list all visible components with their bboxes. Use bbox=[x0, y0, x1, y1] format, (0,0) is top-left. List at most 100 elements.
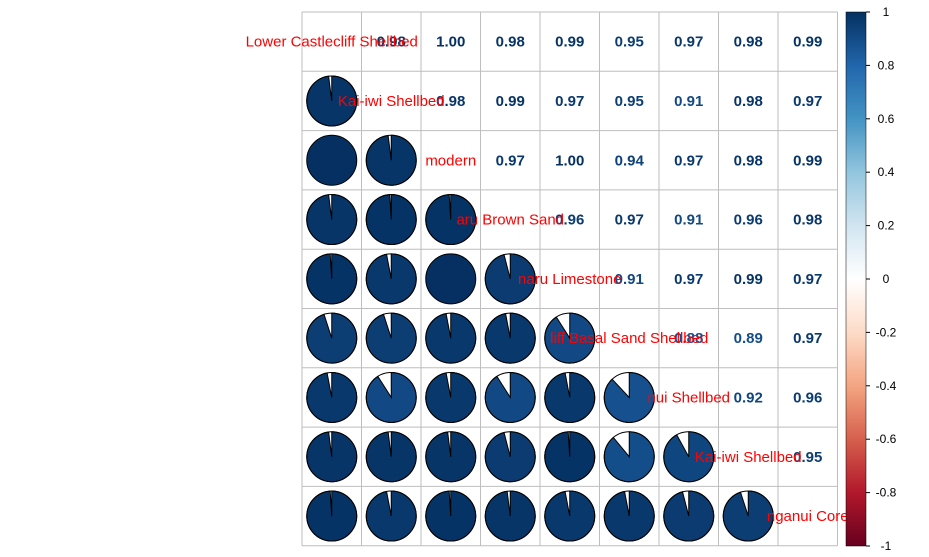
coefficient-label: 0.98 bbox=[734, 93, 763, 110]
pie-mark bbox=[306, 75, 358, 127]
coefficient-label: 0.96 bbox=[555, 212, 584, 229]
pie-outline bbox=[484, 371, 536, 423]
variable-label: Lower Castlecliff Shellbed bbox=[246, 34, 418, 51]
coefficient-label: 0.99 bbox=[734, 271, 763, 288]
pie-outline bbox=[365, 371, 417, 423]
pie-outline bbox=[544, 431, 596, 483]
pie-mark bbox=[484, 431, 536, 483]
coefficient-label: 0.97 bbox=[674, 34, 703, 51]
coefficient-label: 0.99 bbox=[793, 152, 822, 169]
pie-outline bbox=[425, 490, 477, 542]
variable-label: liff Basal Sand Shellbed bbox=[550, 330, 708, 347]
pie-mark bbox=[306, 134, 358, 186]
coefficient-label: 0.97 bbox=[793, 271, 822, 288]
colorbar-tick-label: 0.2 bbox=[878, 219, 895, 233]
coefficient-label: 0.98 bbox=[377, 34, 406, 51]
pie-mark bbox=[603, 371, 655, 423]
coefficient-label: 0.94 bbox=[615, 152, 645, 169]
pie-mark bbox=[722, 490, 774, 542]
pie-outline bbox=[425, 312, 477, 364]
variable-label: nui Shellbed bbox=[647, 389, 730, 406]
coefficient-labels: 0.98 1.00 0.98 0.99 0.95 0.97 0.98 0.99 0.98 0.99… bbox=[377, 34, 823, 466]
pie-outline bbox=[365, 134, 417, 186]
matrix-grid bbox=[301, 11, 838, 547]
colorbar-tick-label: 0.4 bbox=[878, 165, 895, 179]
pie-mark bbox=[544, 371, 596, 423]
pie-mark bbox=[603, 431, 655, 483]
pie-slice bbox=[425, 253, 476, 304]
colorbar-tick-label: -0.6 bbox=[876, 432, 897, 446]
coefficient-label: 0.98 bbox=[793, 212, 822, 229]
pie-outline bbox=[306, 371, 358, 423]
colorbar-tick-label: 0.8 bbox=[878, 58, 895, 72]
pie-outline bbox=[306, 194, 358, 246]
pie-outline bbox=[663, 490, 715, 542]
pie-outline bbox=[365, 194, 417, 246]
colorbar-tick-label: 1 bbox=[883, 5, 890, 19]
pie-outline bbox=[722, 490, 774, 542]
colorbar-tick-label: 0 bbox=[883, 272, 890, 286]
pie-mark bbox=[425, 253, 477, 305]
coefficient-label: 0.98 bbox=[496, 34, 525, 51]
variable-label: nganui Core bbox=[767, 508, 849, 525]
pie-mark bbox=[425, 490, 477, 542]
pie-outline bbox=[365, 312, 417, 364]
pie-outline bbox=[365, 431, 417, 483]
pie-outline bbox=[544, 490, 596, 542]
pie-mark bbox=[365, 194, 417, 246]
coefficient-label: 0.97 bbox=[793, 93, 822, 110]
pie-outline bbox=[484, 490, 536, 542]
coefficient-label: 0.97 bbox=[496, 152, 525, 169]
coefficient-label: 0.99 bbox=[496, 93, 525, 110]
pie-mark bbox=[425, 312, 477, 364]
pie-outline bbox=[425, 371, 477, 423]
colorbar-tick-label: -0.8 bbox=[876, 486, 897, 500]
pie-outline bbox=[544, 312, 596, 364]
coefficient-label: 0.91 bbox=[615, 271, 644, 288]
variable-label: Kai-iwi Shellbed bbox=[695, 449, 802, 466]
pie-outline bbox=[603, 490, 655, 542]
colorbar-tick-label: -0.4 bbox=[876, 379, 897, 393]
variable-label: naru Limestone bbox=[518, 271, 621, 288]
coefficient-label: 0.99 bbox=[555, 34, 584, 51]
pie-mark bbox=[306, 431, 358, 483]
pie-outline bbox=[663, 431, 715, 483]
pie-mark bbox=[663, 431, 715, 483]
colorbar: 1 0.8 0.6 0.4 0.2 0 -0.2 -0.4 -0.6 -0.8 -1 bbox=[845, 5, 897, 553]
coefficient-label: 0.96 bbox=[734, 212, 763, 229]
diagonal-labels: Lower Castlecliff Shellbed Kai-iwi Shellb… bbox=[246, 34, 849, 525]
pie-mark bbox=[484, 253, 536, 305]
pie-outline bbox=[484, 253, 536, 305]
coefficient-label: 0.95 bbox=[615, 93, 644, 110]
colorbar-tick-label: 0.6 bbox=[878, 112, 895, 126]
pie-mark bbox=[663, 490, 715, 542]
variable-label: modern bbox=[425, 152, 476, 169]
coefficient-label: 0.91 bbox=[674, 212, 703, 229]
variable-label: aru Brown Sand bbox=[456, 212, 564, 229]
pie-mark bbox=[306, 253, 358, 305]
coefficient-label: 0.95 bbox=[615, 34, 644, 51]
pie-mark bbox=[365, 371, 417, 423]
pie-mark bbox=[306, 371, 358, 423]
colorbar-tick-label: -0.2 bbox=[876, 325, 897, 339]
coefficient-label: 1.00 bbox=[555, 152, 584, 169]
coefficient-label: 0.98 bbox=[734, 152, 763, 169]
pie-outline bbox=[425, 253, 477, 305]
coefficient-label: 0.95 bbox=[793, 449, 822, 466]
pie-mark bbox=[306, 312, 358, 364]
pie-outline bbox=[306, 490, 358, 542]
coefficient-label: 0.89 bbox=[734, 330, 763, 347]
coefficient-label: 0.98 bbox=[436, 93, 465, 110]
pie-mark bbox=[425, 431, 477, 483]
pie-mark bbox=[365, 312, 417, 364]
pie-outline bbox=[306, 312, 358, 364]
coefficient-label: 1.00 bbox=[436, 34, 465, 51]
pie-mark bbox=[544, 490, 596, 542]
pie-mark bbox=[365, 431, 417, 483]
pie-outline bbox=[306, 75, 358, 127]
pie-mark bbox=[425, 371, 477, 423]
pie-mark bbox=[544, 312, 596, 364]
pie-slice bbox=[306, 135, 357, 186]
coefficient-label: 0.97 bbox=[555, 93, 584, 110]
pie-outline bbox=[365, 253, 417, 305]
